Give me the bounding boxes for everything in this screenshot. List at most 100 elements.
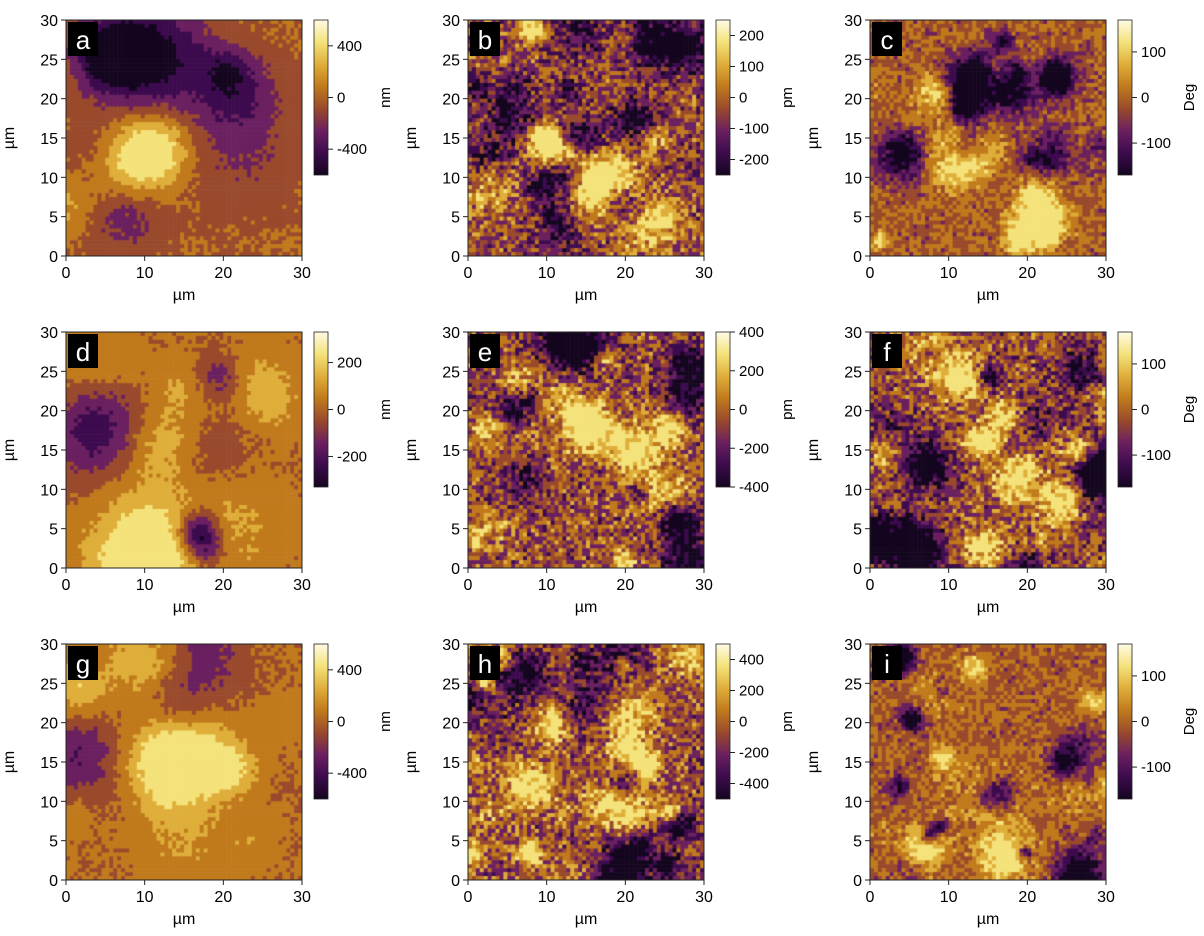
y-tick-label: 30 bbox=[442, 325, 460, 342]
colorbar bbox=[1117, 331, 1133, 488]
x-tick-label: 30 bbox=[695, 265, 713, 282]
x-axis-label: µm bbox=[977, 911, 1000, 928]
y-axis-label: µm bbox=[403, 751, 420, 774]
y-tick-label: 15 bbox=[442, 131, 460, 148]
y-tick-label: 15 bbox=[442, 755, 460, 772]
colorbar-tick-label: 400 bbox=[337, 662, 362, 679]
y-tick-label: 5 bbox=[451, 210, 460, 227]
x-axis-label: µm bbox=[575, 599, 598, 616]
x-tick-label: 10 bbox=[136, 577, 154, 594]
x-tick-label: 0 bbox=[464, 265, 473, 282]
colorbar-tick-label: -100 bbox=[1141, 447, 1171, 464]
y-tick-label: 25 bbox=[442, 676, 460, 693]
colorbar bbox=[313, 19, 329, 176]
y-tick-label: 15 bbox=[40, 131, 58, 148]
y-tick-label: 5 bbox=[49, 834, 58, 851]
y-tick-label: 5 bbox=[853, 210, 862, 227]
y-tick-label: 20 bbox=[844, 716, 862, 733]
x-tick-label: 0 bbox=[464, 889, 473, 906]
colorbar-tick-label: -200 bbox=[739, 152, 769, 169]
y-tick-label: 25 bbox=[40, 676, 58, 693]
panel-letter: f bbox=[883, 337, 891, 367]
y-tick-label: 25 bbox=[844, 52, 862, 69]
heatmap-image bbox=[870, 332, 1106, 568]
panel-letter-box bbox=[872, 334, 902, 368]
colorbar-tick-label: -200 bbox=[337, 448, 367, 465]
panel-letter-box bbox=[470, 646, 500, 680]
colorbar-tick-label: 0 bbox=[1141, 714, 1149, 731]
x-tick-label: 10 bbox=[538, 889, 556, 906]
x-tick-label: 30 bbox=[695, 577, 713, 594]
colorbar-tick-label: 100 bbox=[739, 59, 764, 76]
y-tick-label: 20 bbox=[844, 92, 862, 109]
x-tick-label: 20 bbox=[1018, 889, 1036, 906]
colorbar-tick-label: -100 bbox=[739, 121, 769, 138]
x-tick-label: 10 bbox=[136, 889, 154, 906]
colorbar-tick-label: 100 bbox=[1141, 356, 1166, 373]
y-tick-label: 30 bbox=[442, 637, 460, 654]
colorbar-tick-label: 0 bbox=[739, 714, 747, 731]
y-tick-label: 20 bbox=[40, 404, 58, 421]
colorbar-tick-label: 0 bbox=[337, 714, 345, 731]
x-axis-label: µm bbox=[173, 599, 196, 616]
colorbar-tick-label: -100 bbox=[1141, 135, 1171, 152]
colorbar-tick-label: 400 bbox=[739, 652, 764, 669]
colorbar bbox=[715, 331, 731, 488]
colorbar-tick-label: -400 bbox=[739, 479, 769, 496]
colorbar-tick-label: 100 bbox=[1141, 44, 1166, 61]
x-tick-label: 20 bbox=[214, 577, 232, 594]
x-tick-label: 20 bbox=[1018, 265, 1036, 282]
y-tick-label: 25 bbox=[442, 52, 460, 69]
x-tick-label: 10 bbox=[940, 577, 958, 594]
colorbar-tick-label: 0 bbox=[337, 90, 345, 107]
x-tick-label: 0 bbox=[62, 889, 71, 906]
colorbar-unit-label: pm bbox=[779, 711, 796, 732]
x-axis-label: µm bbox=[173, 911, 196, 928]
panel-letter: b bbox=[478, 25, 492, 55]
heatmap-image bbox=[870, 20, 1106, 256]
x-tick-label: 10 bbox=[940, 265, 958, 282]
y-tick-label: 10 bbox=[844, 794, 862, 811]
panel-letter-box bbox=[68, 22, 98, 56]
panel-letter: a bbox=[76, 25, 91, 55]
panel-b-svg: b 0 10 20 30 0 5 10 15 20 25 30 µm µm 200 100 0 -100 -200 p… bbox=[403, 13, 796, 304]
panel-f: f 0 10 20 30 0 5 10 15 20 25 30 µm µm 100 0 -100 Deg bbox=[804, 312, 1204, 622]
colorbar bbox=[313, 643, 329, 800]
panel-letter: c bbox=[881, 25, 894, 55]
heatmap-image bbox=[468, 20, 704, 256]
panel-h-svg: h 0 10 20 30 0 5 10 15 20 25 30 µm µm 400 200 0 -200 -400 p… bbox=[403, 637, 796, 928]
y-tick-label: 0 bbox=[49, 561, 58, 578]
colorbar-tick-label: -400 bbox=[739, 776, 769, 793]
colorbar-unit-label: pm bbox=[779, 399, 796, 420]
x-tick-label: 10 bbox=[538, 577, 556, 594]
y-tick-label: 20 bbox=[442, 716, 460, 733]
y-tick-label: 5 bbox=[451, 522, 460, 539]
y-tick-label: 0 bbox=[853, 873, 862, 890]
colorbar-unit-label: nm bbox=[377, 711, 394, 732]
y-tick-label: 30 bbox=[844, 637, 862, 654]
colorbar-tick-label: 0 bbox=[739, 402, 747, 419]
colorbar-tick-label: 100 bbox=[1141, 668, 1166, 685]
panel-f-svg: f 0 10 20 30 0 5 10 15 20 25 30 µm µm 100 0 -100 Deg bbox=[805, 325, 1198, 616]
colorbar bbox=[715, 19, 731, 176]
x-tick-label: 20 bbox=[214, 889, 232, 906]
y-tick-label: 30 bbox=[844, 13, 862, 30]
x-axis-label: µm bbox=[575, 911, 598, 928]
y-tick-label: 10 bbox=[40, 794, 58, 811]
x-tick-label: 0 bbox=[464, 577, 473, 594]
panel-e: e 0 10 20 30 0 5 10 15 20 25 30 µm µm 400 200 0 -200 -400 p… bbox=[402, 312, 802, 622]
colorbar-tick-label: 200 bbox=[739, 28, 764, 45]
y-tick-label: 30 bbox=[40, 637, 58, 654]
panel-letter-box bbox=[68, 334, 98, 368]
heatmap-image bbox=[468, 644, 704, 880]
y-tick-label: 30 bbox=[442, 13, 460, 30]
heatmap-image bbox=[66, 332, 302, 568]
y-tick-label: 5 bbox=[853, 834, 862, 851]
colorbar-tick-label: 400 bbox=[337, 38, 362, 55]
y-tick-label: 25 bbox=[40, 52, 58, 69]
x-tick-label: 30 bbox=[695, 889, 713, 906]
x-tick-label: 30 bbox=[1097, 265, 1115, 282]
colorbar-tick-label: -100 bbox=[1141, 759, 1171, 776]
panel-letter: h bbox=[478, 649, 492, 679]
